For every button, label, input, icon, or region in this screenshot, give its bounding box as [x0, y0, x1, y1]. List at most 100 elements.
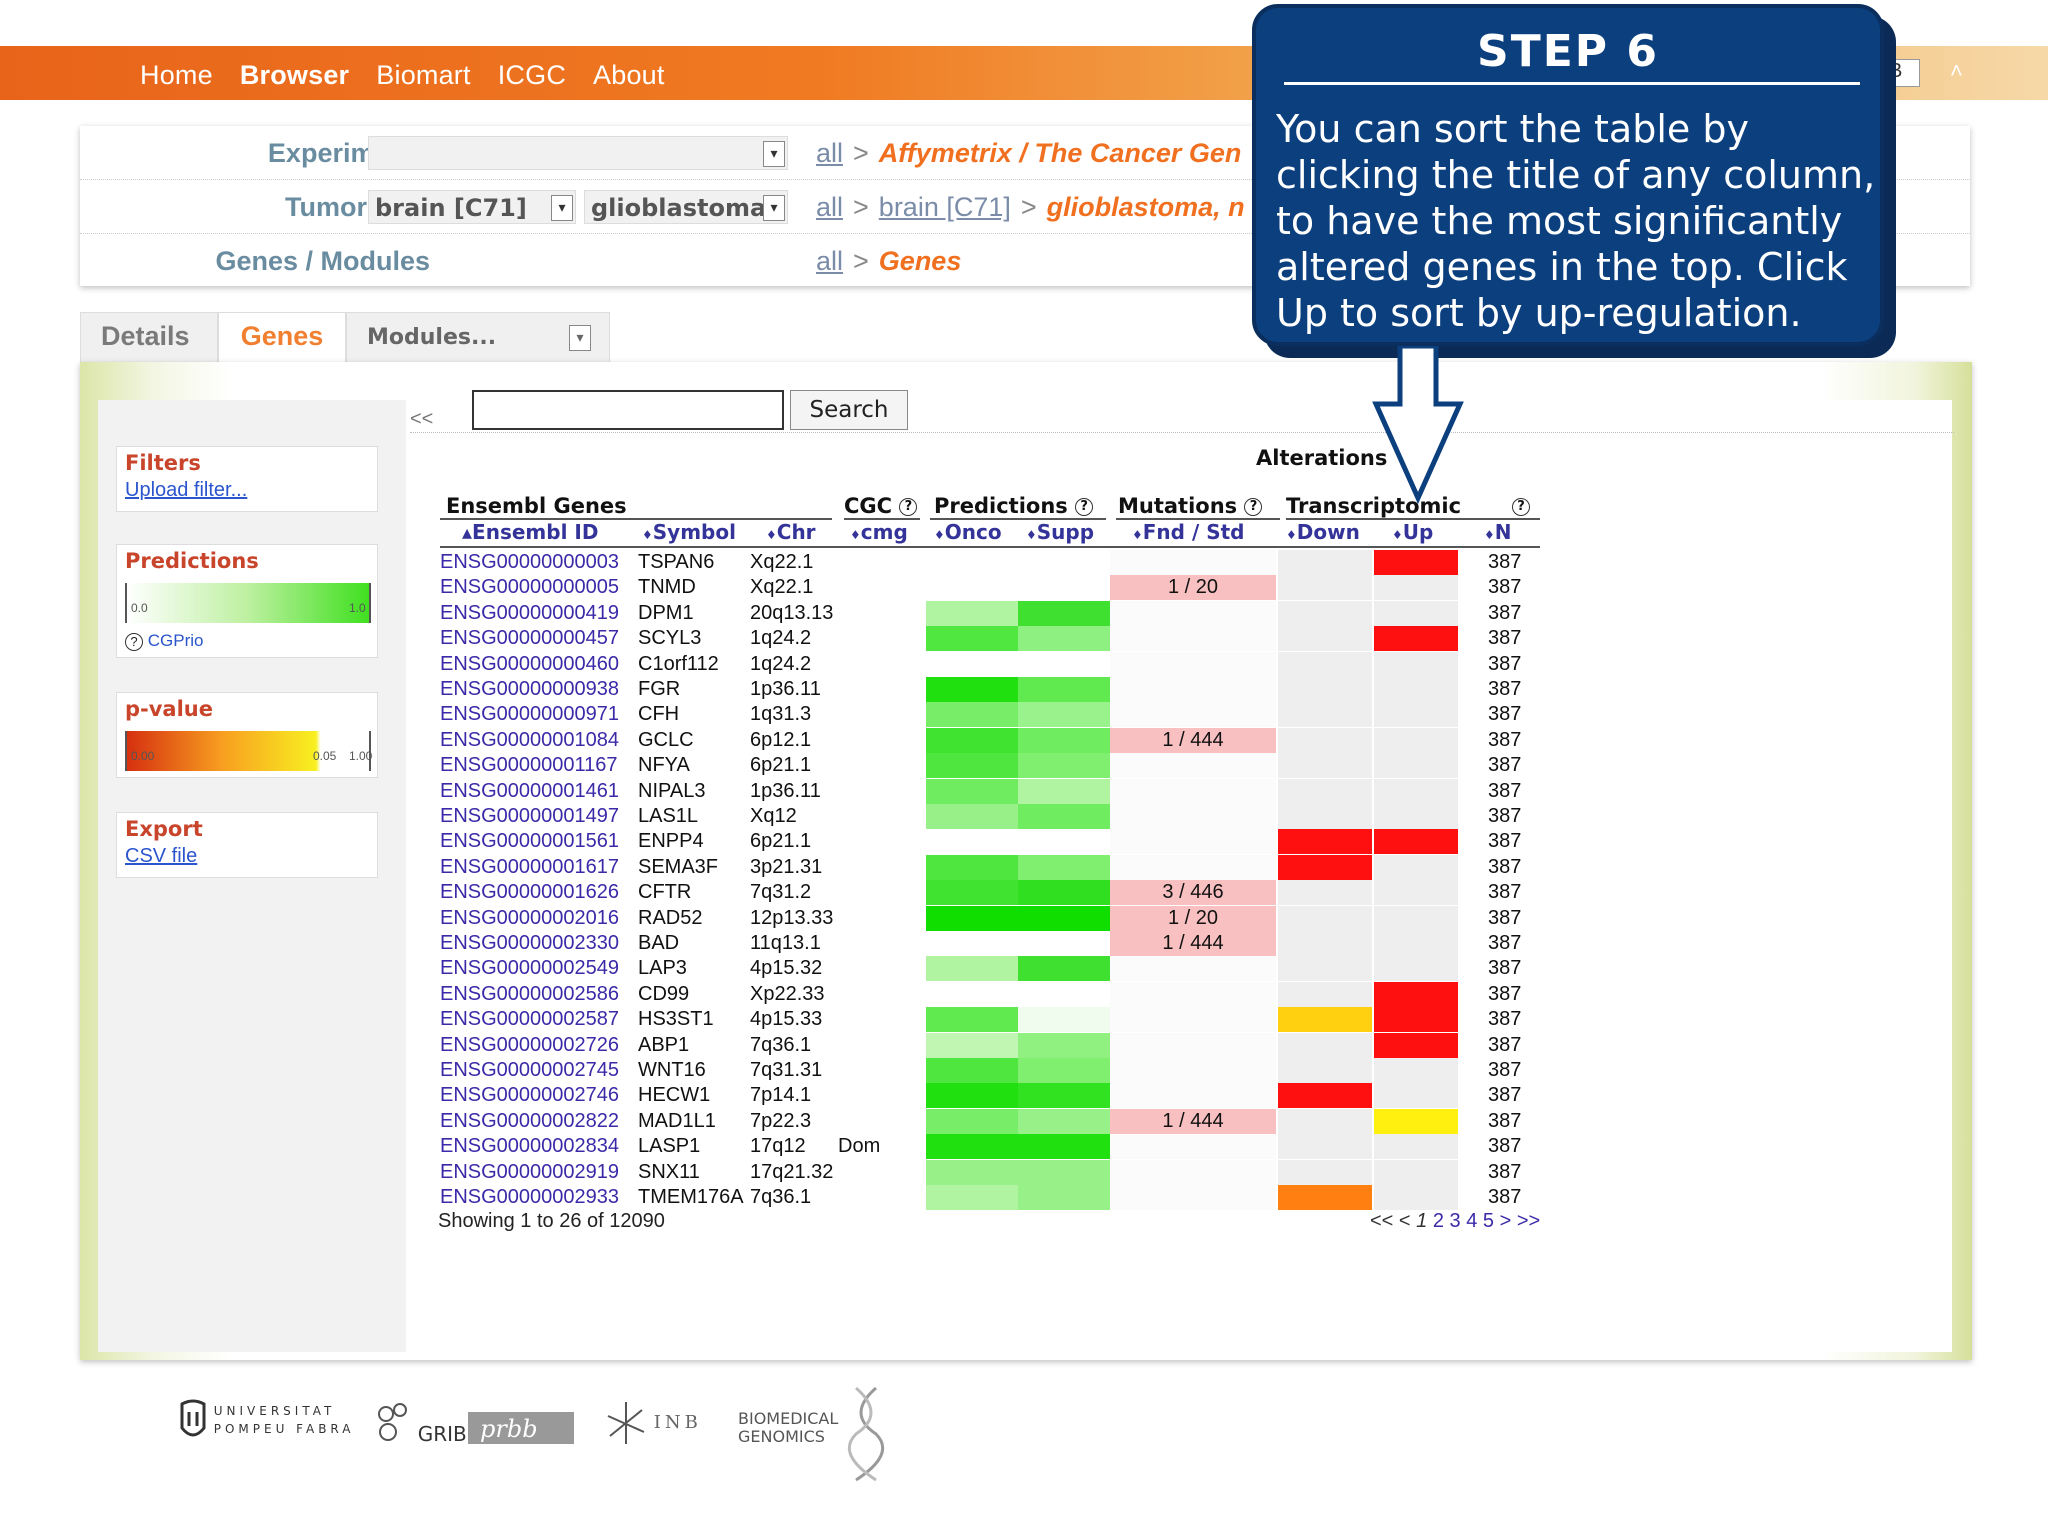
onco-heat-cell[interactable] [926, 727, 1018, 753]
up-heat-cell[interactable] [1374, 727, 1458, 753]
ensembl-id-link[interactable]: ENSG00000002587 [440, 1008, 620, 1031]
up-heat-cell[interactable] [1374, 1058, 1458, 1083]
cgprio-link[interactable]: CGPrio [147, 631, 204, 650]
mutation-fnd-std-cell[interactable] [1110, 651, 1276, 677]
onco-heat-cell[interactable] [926, 1134, 1018, 1160]
mutation-fnd-std-cell[interactable] [1110, 600, 1276, 626]
dropdown-arrow-icon[interactable]: ▾ [569, 325, 591, 351]
col-down[interactable]: ♦Down [1286, 520, 1360, 544]
ensembl-id-link[interactable]: ENSG00000000419 [440, 601, 620, 624]
up-heat-cell[interactable] [1374, 702, 1458, 728]
upload-filter-link[interactable]: Upload filter... [125, 479, 248, 501]
table-row[interactable]: ENSG00000001461 NIPAL3 1p36.11 387 [440, 778, 1540, 804]
up-heat-cell[interactable] [1374, 651, 1458, 677]
supp-heat-cell[interactable] [1018, 677, 1110, 702]
mutation-fnd-std-cell[interactable] [1110, 1185, 1276, 1210]
supp-heat-cell[interactable] [1018, 651, 1110, 677]
down-heat-cell[interactable] [1278, 1032, 1372, 1058]
mutation-fnd-std-cell[interactable] [1110, 1083, 1276, 1109]
table-row[interactable]: ENSG00000002586 CD99 Xp22.33 387 [440, 981, 1540, 1007]
up-heat-cell[interactable] [1374, 829, 1458, 855]
pager-page[interactable]: 5 [1482, 1210, 1495, 1232]
supp-heat-cell[interactable] [1018, 804, 1110, 829]
down-heat-cell[interactable] [1278, 981, 1372, 1007]
ensembl-id-link[interactable]: ENSG00000002745 [440, 1059, 620, 1081]
up-heat-cell[interactable] [1374, 854, 1458, 880]
ensembl-id-link[interactable]: ENSG00000002933 [440, 1186, 620, 1208]
table-row[interactable]: ENSG00000002587 HS3ST1 4p15.33 387 [440, 1007, 1540, 1033]
up-heat-cell[interactable] [1374, 804, 1458, 829]
mutation-fnd-std-cell[interactable] [1110, 677, 1276, 702]
onco-heat-cell[interactable] [926, 1185, 1018, 1210]
mutation-fnd-std-cell[interactable] [1110, 981, 1276, 1007]
up-heat-cell[interactable] [1374, 1134, 1458, 1160]
onco-heat-cell[interactable] [926, 651, 1018, 677]
nav-browser[interactable]: Browser [239, 60, 350, 90]
table-row[interactable]: ENSG00000001497 LAS1L Xq12 387 [440, 804, 1540, 829]
supp-heat-cell[interactable] [1018, 1058, 1110, 1083]
onco-heat-cell[interactable] [926, 1058, 1018, 1083]
user-select[interactable]: B [1884, 59, 1920, 87]
table-row[interactable]: ENSG00000001626 CFTR 7q31.2 3 / 446 387 [440, 880, 1540, 906]
supp-heat-cell[interactable] [1018, 1083, 1110, 1109]
supp-heat-cell[interactable] [1018, 575, 1110, 601]
supp-heat-cell[interactable] [1018, 702, 1110, 728]
down-heat-cell[interactable] [1278, 854, 1372, 880]
mutation-fnd-std-cell[interactable]: 1 / 444 [1110, 931, 1276, 956]
down-heat-cell[interactable] [1278, 626, 1372, 652]
mutation-fnd-std-cell[interactable]: 1 / 20 [1110, 575, 1276, 601]
mutation-fnd-std-cell[interactable] [1110, 1032, 1276, 1058]
help-icon[interactable]: ? [1244, 498, 1263, 516]
mutation-fnd-std-cell[interactable] [1110, 829, 1276, 855]
onco-heat-cell[interactable] [926, 829, 1018, 855]
csv-file-link[interactable]: CSV file [125, 845, 198, 867]
down-heat-cell[interactable] [1278, 550, 1372, 575]
mutation-fnd-std-cell[interactable] [1110, 1159, 1276, 1185]
ensembl-id-link[interactable]: ENSG00000001461 [440, 779, 620, 802]
down-heat-cell[interactable] [1278, 600, 1372, 626]
onco-heat-cell[interactable] [926, 931, 1018, 956]
table-row[interactable]: ENSG00000000005 TNMD Xq22.1 1 / 20 387 [440, 575, 1540, 601]
ensembl-id-link[interactable]: ENSG00000002726 [440, 1033, 620, 1056]
up-heat-cell[interactable] [1374, 956, 1458, 982]
onco-heat-cell[interactable] [926, 956, 1018, 982]
up-heat-cell[interactable] [1374, 575, 1458, 601]
col-onco[interactable]: ♦Onco [934, 520, 1002, 544]
help-icon[interactable]: ? [125, 632, 143, 651]
onco-heat-cell[interactable] [926, 600, 1018, 626]
table-row[interactable]: ENSG00000002822 MAD1L1 7p22.3 1 / 444 387 [440, 1108, 1540, 1134]
pager-first[interactable]: << [1370, 1210, 1394, 1232]
onco-heat-cell[interactable] [926, 626, 1018, 652]
onco-heat-cell[interactable] [926, 778, 1018, 804]
col-symbol[interactable]: ♦Symbol [642, 520, 736, 544]
table-row[interactable]: ENSG00000000938 FGR 1p36.11 387 [440, 677, 1540, 702]
ensembl-id-link[interactable]: ENSG00000000938 [440, 678, 620, 700]
ensembl-id-link[interactable]: ENSG00000000005 [440, 576, 620, 599]
nav-biomart[interactable]: Biomart [376, 60, 471, 90]
supp-heat-cell[interactable] [1018, 1032, 1110, 1058]
down-heat-cell[interactable] [1278, 1185, 1372, 1210]
mutation-fnd-std-cell[interactable] [1110, 956, 1276, 982]
mutation-fnd-std-cell[interactable] [1110, 804, 1276, 829]
table-row[interactable]: ENSG00000002745 WNT16 7q31.31 387 [440, 1058, 1540, 1083]
supp-heat-cell[interactable] [1018, 854, 1110, 880]
up-heat-cell[interactable] [1374, 1185, 1458, 1210]
ensembl-id-link[interactable]: ENSG00000002330 [440, 932, 620, 954]
supp-heat-cell[interactable] [1018, 778, 1110, 804]
down-heat-cell[interactable] [1278, 1007, 1372, 1033]
table-row[interactable]: ENSG00000002933 TMEM176A 7q36.1 387 [440, 1185, 1540, 1210]
ensembl-id-link[interactable]: ENSG00000000457 [440, 627, 620, 650]
help-icon[interactable]: ? [1512, 498, 1530, 516]
breadcrumb-all-link[interactable]: all [816, 138, 844, 168]
nav-icgc[interactable]: ICGC [497, 60, 567, 90]
down-heat-cell[interactable] [1278, 1058, 1372, 1083]
tab-details[interactable]: Details [80, 312, 218, 362]
up-heat-cell[interactable] [1374, 981, 1458, 1007]
onco-heat-cell[interactable] [926, 677, 1018, 702]
table-row[interactable]: ENSG00000001561 ENPP4 6p21.1 387 [440, 829, 1540, 855]
mutation-fnd-std-cell[interactable]: 3 / 446 [1110, 880, 1276, 906]
onco-heat-cell[interactable] [926, 905, 1018, 931]
pager-last[interactable]: >> [1516, 1210, 1541, 1232]
table-row[interactable]: ENSG00000000419 DPM1 20q13.13 387 [440, 600, 1540, 626]
ensembl-id-link[interactable]: ENSG00000002834 [440, 1135, 620, 1158]
